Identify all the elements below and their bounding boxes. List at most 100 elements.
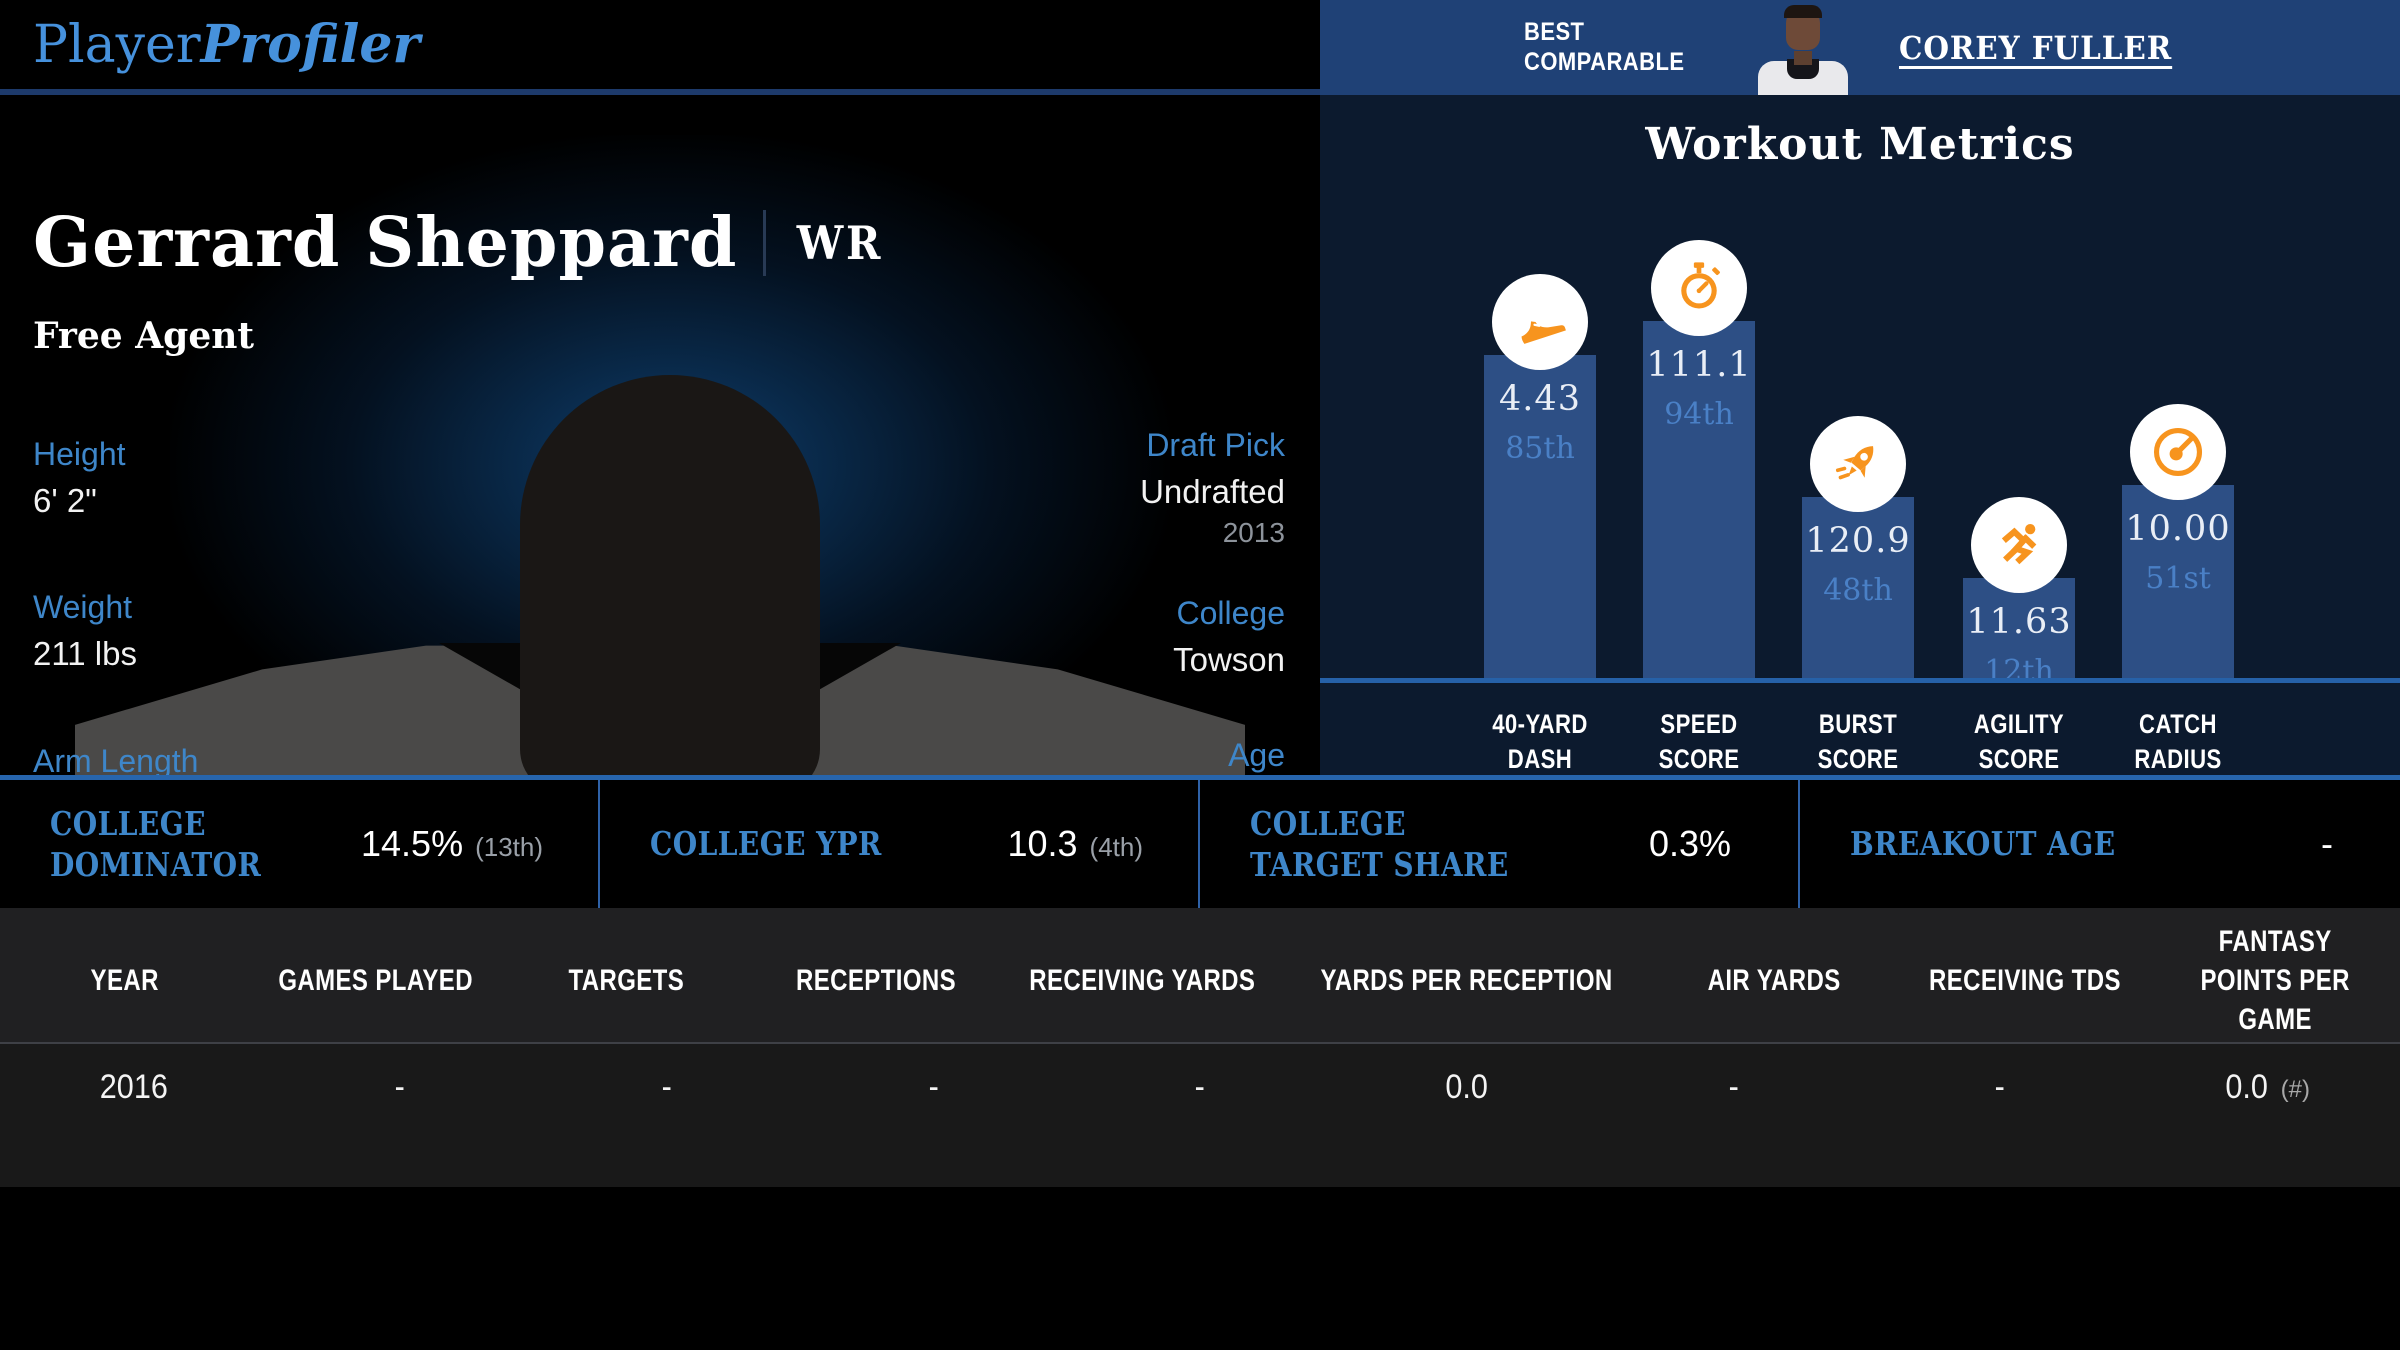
cell-yards-per-reception: 0.0: [1445, 1068, 1488, 1106]
column-header-targets: TARGETS: [567, 963, 684, 997]
logo-text-player: Player: [33, 15, 201, 75]
stat-college-dominator: COLLEGE DOMINATOR 14.5% (13th): [0, 780, 600, 908]
stat-rank: (13th): [475, 832, 543, 862]
bio-arm-length-label: Arm Length: [33, 743, 199, 775]
bio-arm-length: Arm Length -: [33, 743, 198, 775]
bar-burst-score: 120.9 48th: [1802, 416, 1914, 680]
axis-label-40-yard-dash: 40-YARD DASH: [1492, 709, 1588, 775]
rocket-icon: [1810, 416, 1906, 512]
stat-label: COLLEGE YPR: [650, 824, 882, 864]
workout-metrics-title: Workout Metrics: [1645, 119, 2075, 170]
player-card: Gerrard Sheppard WR Free Agent Height 6'…: [0, 95, 1320, 775]
bio-draft-pick-value: Undrafted: [1140, 473, 1285, 510]
column-header-games-played: GAMES PLAYED: [278, 963, 473, 997]
cell-targets: -: [661, 1068, 672, 1106]
best-comparable-label: BEST COMPARABLE: [1524, 18, 1685, 76]
bio-draft-year: 2013: [1222, 517, 1285, 548]
bio-college-label: College: [1176, 595, 1285, 631]
bio-height-value: 6' 2": [33, 482, 97, 519]
bio-height: Height 6' 2": [33, 436, 126, 520]
bio-age-label: Age: [1228, 737, 1285, 773]
bio-age: Age 31.8: [1221, 737, 1285, 775]
bar-agility-score: 11.63 12th: [1963, 497, 2075, 689]
header-divider: [0, 89, 1320, 95]
page-title: Gerrard Sheppard: [33, 203, 738, 283]
bar-catch-radius: 10.00 51st: [2122, 404, 2234, 680]
stat-value: 14.5%: [361, 823, 464, 864]
stopwatch-icon: [1651, 240, 1747, 336]
cell-games-played: -: [394, 1068, 406, 1106]
stat-label: COLLEGE TARGET SHARE: [1250, 803, 1509, 884]
bar-value: 111.1: [1646, 345, 1752, 385]
name-position-divider: [763, 210, 767, 276]
player-silhouette-head: [520, 375, 820, 775]
avatar-hair: [1783, 5, 1822, 18]
bio-draft-pick-label: Draft Pick: [1146, 427, 1285, 463]
bar-speed-score: 111.1 94th: [1643, 240, 1755, 680]
stat-college-ypr: COLLEGE YPR 10.3 (4th): [600, 780, 1200, 908]
column-header-fantasy-points-per-game: FANTASY POINTS PER GAME: [2200, 924, 2350, 1036]
comparable-player-photo: [1751, 0, 1855, 95]
workout-metrics-panel: Workout Metrics 4.43 85th: [1320, 95, 2400, 775]
logo-text-profiler: Profiler: [200, 14, 420, 75]
bar-value: 4.43: [1499, 379, 1581, 419]
shoe-icon: [1492, 274, 1588, 370]
stat-label: COLLEGE DOMINATOR: [50, 803, 262, 884]
axis-label-speed-score: SPEED SCORE: [1658, 709, 1740, 775]
axis-label-catch-radius: CATCH RADIUS: [2134, 709, 2222, 775]
stat-value: 10.3: [1007, 823, 1078, 864]
bar-value: 11.63: [1966, 602, 2072, 642]
cell-receiving-tds: -: [1994, 1068, 2006, 1106]
column-header-receiving-yards: RECEIVING YARDS: [1029, 963, 1256, 997]
bio-college: College Towson: [1173, 595, 1285, 679]
table-row: 2016 - - - - 0.0 - - 0.0 (#): [0, 1042, 2400, 1187]
college-stats-strip: COLLEGE DOMINATOR 14.5% (13th) COLLEGE Y…: [0, 775, 2400, 908]
cell-year: 2016: [99, 1068, 168, 1106]
bio-weight: Weight 211 lbs: [33, 589, 137, 673]
cell-fantasy-points-per-game: 0.0 (#): [2225, 1068, 2310, 1106]
axis-label-agility-score: AGILITY SCORE: [1973, 709, 2065, 775]
bar-value: 10.00: [2125, 509, 2231, 549]
best-comparable-bar: BEST COMPARABLE COREY FULLER: [1320, 0, 2400, 95]
column-header-yards-per-reception: YARDS PER RECEPTION: [1320, 963, 1613, 997]
column-header-receiving-tds: RECEIVING TDS: [1928, 963, 2121, 997]
cell-receiving-yards: -: [1194, 1068, 1206, 1106]
chart-baseline: [1320, 678, 2400, 683]
column-header-air-yards: AIR YARDS: [1707, 963, 1841, 997]
bio-weight-label: Weight: [33, 589, 133, 625]
bar-percentile: 48th: [1823, 573, 1893, 608]
runner-icon: [1971, 497, 2067, 593]
bar-40-yard-dash: 4.43 85th: [1484, 274, 1596, 680]
player-profiler-logo[interactable]: PlayerProfiler: [33, 14, 420, 75]
stat-college-target-share: COLLEGE TARGET SHARE 0.3%: [1200, 780, 1800, 908]
season-table-header: YEAR GAMES PLAYED TARGETS RECEPTIONS REC…: [0, 908, 2400, 1042]
stat-value: -: [2321, 823, 2333, 864]
column-header-receptions: RECEPTIONS: [796, 963, 957, 997]
bio-college-value: Towson: [1173, 641, 1285, 678]
player-name-row: Gerrard Sheppard WR: [33, 203, 888, 283]
bar-percentile: 85th: [1505, 431, 1575, 466]
stat-breakout-age: BREAKOUT AGE -: [1800, 780, 2400, 908]
cell-note: (#): [2280, 1076, 2310, 1103]
cell-air-yards: -: [1728, 1068, 1739, 1106]
gauge-icon: [2130, 404, 2226, 500]
bio-draft-pick: Draft Pick Undrafted 2013: [1140, 427, 1285, 549]
bio-weight-value: 211 lbs: [33, 635, 137, 672]
stat-label: BREAKOUT AGE: [1850, 824, 2116, 864]
avatar-neck: [1793, 51, 1812, 65]
player-team-status: Free Agent: [33, 315, 255, 357]
comparable-player-link[interactable]: COREY FULLER: [1898, 28, 2172, 67]
axis-label-burst-score: BURST SCORE: [1817, 709, 1899, 775]
bar-percentile: 94th: [1664, 397, 1734, 432]
bar-value: 120.9: [1805, 521, 1911, 561]
bar-percentile: 12th: [1984, 654, 2054, 689]
cell-receptions: -: [928, 1068, 939, 1106]
header-left: PlayerProfiler: [0, 0, 1320, 95]
column-header-year: YEAR: [91, 963, 160, 997]
stat-value: 0.3%: [1648, 823, 1731, 864]
player-position: WR: [797, 216, 884, 270]
bar-percentile: 51st: [2145, 561, 2211, 596]
stat-rank: (4th): [1089, 832, 1143, 862]
bio-height-label: Height: [33, 436, 126, 472]
